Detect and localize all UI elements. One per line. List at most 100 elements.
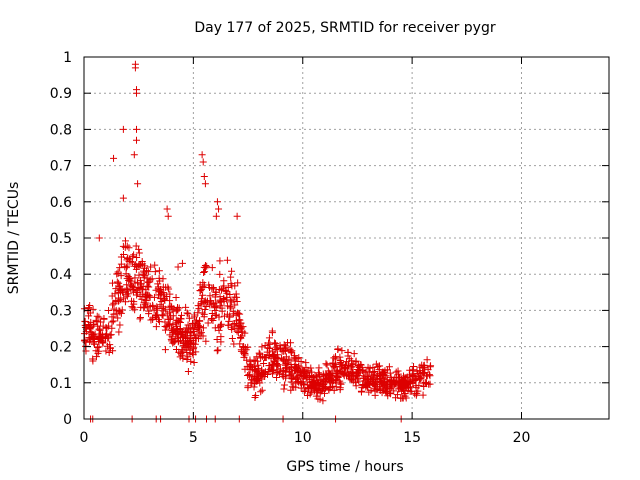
data-point xyxy=(184,368,192,376)
data-point xyxy=(314,388,322,396)
data-point xyxy=(123,242,131,250)
data-point xyxy=(92,347,100,355)
data-point xyxy=(241,344,249,352)
data-point xyxy=(373,373,381,381)
y-tick-label: 0 xyxy=(63,412,72,428)
data-point xyxy=(152,313,160,321)
data-point xyxy=(128,283,136,291)
data-point xyxy=(158,304,166,312)
data-point xyxy=(315,364,323,372)
data-point xyxy=(212,311,220,319)
data-point xyxy=(359,367,367,375)
data-point xyxy=(216,270,224,278)
data-point xyxy=(380,381,388,389)
data-point xyxy=(89,305,97,313)
data-point xyxy=(130,251,138,259)
data-point xyxy=(414,387,422,395)
data-point xyxy=(114,297,122,305)
data-point xyxy=(174,331,182,339)
data-point xyxy=(271,339,279,347)
data-point xyxy=(216,257,224,265)
data-point xyxy=(177,349,185,357)
data-point xyxy=(200,313,208,321)
data-point xyxy=(353,371,361,379)
data-point xyxy=(125,276,133,284)
data-point xyxy=(119,125,127,133)
data-point xyxy=(220,294,228,302)
data-point xyxy=(420,364,428,372)
data-point xyxy=(265,334,273,342)
data-point xyxy=(297,367,305,375)
data-point xyxy=(163,292,171,300)
data-point xyxy=(202,337,210,345)
data-point xyxy=(305,367,313,375)
y-tick-label: 0.8 xyxy=(50,122,72,138)
data-point xyxy=(241,348,249,356)
data-point xyxy=(245,370,253,378)
data-point xyxy=(135,271,143,279)
data-point xyxy=(160,289,168,297)
data-point xyxy=(282,374,290,382)
data-point xyxy=(136,261,144,269)
data-point xyxy=(236,316,244,324)
data-point xyxy=(258,343,266,351)
data-point xyxy=(198,295,206,303)
data-point xyxy=(255,365,263,373)
data-point xyxy=(175,317,183,325)
data-point xyxy=(224,302,232,310)
data-point xyxy=(293,375,301,383)
data-point xyxy=(212,212,220,220)
data-point xyxy=(124,290,132,298)
data-point xyxy=(375,366,383,374)
data-point xyxy=(203,262,211,270)
data-point xyxy=(183,355,191,363)
data-point xyxy=(306,390,314,398)
data-point xyxy=(247,362,255,370)
data-point xyxy=(144,268,152,276)
data-point xyxy=(139,285,147,293)
data-point xyxy=(95,325,103,333)
data-point xyxy=(221,312,229,320)
data-point xyxy=(111,290,119,298)
data-point xyxy=(315,378,323,386)
data-point xyxy=(194,335,202,343)
data-point xyxy=(217,323,225,331)
data-point xyxy=(312,392,320,400)
data-point xyxy=(212,288,220,296)
data-point xyxy=(366,364,374,372)
data-point xyxy=(393,373,401,381)
data-point xyxy=(95,343,103,351)
data-point xyxy=(265,339,273,347)
data-point xyxy=(89,357,97,365)
data-point xyxy=(152,323,160,331)
data-point xyxy=(392,394,400,402)
y-tick-label: 0.9 xyxy=(50,86,72,102)
data-point xyxy=(114,269,122,277)
data-point xyxy=(97,318,105,326)
data-point xyxy=(385,363,393,371)
data-point xyxy=(93,343,101,351)
ticks: 00.10.20.30.40.50.60.70.80.910 5 10 15 20 xyxy=(50,50,609,446)
data-point xyxy=(349,361,357,369)
data-point xyxy=(133,136,140,144)
data-point xyxy=(287,378,295,386)
data-point xyxy=(121,263,129,271)
data-point xyxy=(151,268,159,276)
data-point xyxy=(168,326,176,334)
data-point xyxy=(401,374,409,382)
data-point xyxy=(159,303,167,311)
data-point xyxy=(87,328,95,336)
data-point xyxy=(157,285,165,293)
data-point xyxy=(95,313,103,321)
data-point xyxy=(279,357,287,365)
data-point xyxy=(319,380,327,388)
data-point xyxy=(163,205,171,213)
data-point xyxy=(337,363,345,371)
data-point xyxy=(280,385,288,393)
data-point xyxy=(264,344,272,352)
data-point xyxy=(121,237,129,245)
data-point xyxy=(223,293,231,301)
data-point xyxy=(373,385,381,393)
data-point xyxy=(327,371,335,379)
data-point xyxy=(346,355,354,363)
